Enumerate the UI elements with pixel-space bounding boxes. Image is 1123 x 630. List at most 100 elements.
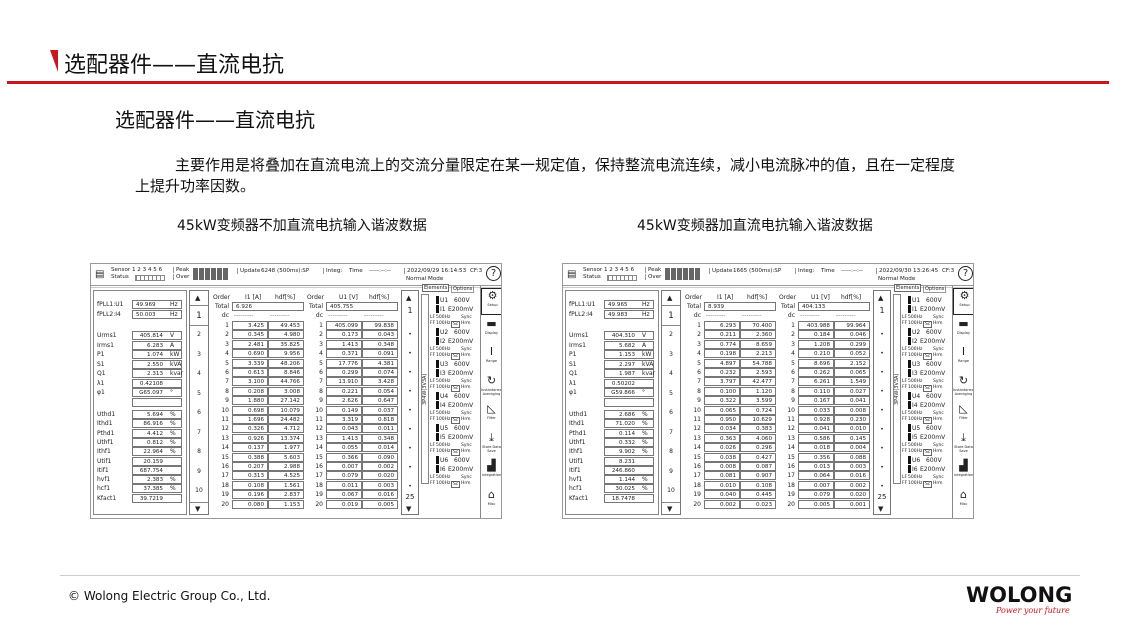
element-group-3[interactable]: U3 600V I3 E200mV LF 500Hz Sync FF 100Hz Sc Hrm <box>902 360 950 392</box>
scroll-up-icon[interactable]: ▲ <box>667 294 673 302</box>
element-page-first[interactable]: 1 <box>879 306 885 315</box>
tab-options[interactable]: Options <box>451 285 475 293</box>
page-number-6[interactable]: 6 <box>669 409 673 416</box>
scroll-down-icon[interactable]: ▼ <box>195 505 201 513</box>
page-scrollbar[interactable]: ▲ 1 2 3 4 5 6 7 8 9 10 ▼ <box>189 290 209 515</box>
element-page-last[interactable]: 25 <box>877 493 887 501</box>
element-page-first[interactable]: 1 <box>407 306 413 315</box>
page-number-8[interactable]: 8 <box>669 448 673 455</box>
harmonic-value: 6.261 <box>798 377 834 387</box>
side-menu-store[interactable]: ⤓ Store Data Save <box>481 431 501 458</box>
side-menu-display[interactable]: ▬ Display <box>953 317 973 344</box>
sensor-label: Sensor 1 2 3 4 5 6 <box>111 267 163 273</box>
page-number-1[interactable]: 1 <box>196 311 202 321</box>
page-number-5[interactable]: 5 <box>197 389 201 397</box>
side-menu-integration[interactable]: ▟ Integration <box>481 459 501 486</box>
element-u-bar <box>436 424 439 432</box>
side-menu-toolbox[interactable]: ⌂ Misc <box>481 488 501 515</box>
side-menu-toolbox[interactable]: ⌂ Misc <box>953 488 973 515</box>
page-number-2[interactable]: 2 <box>197 331 201 338</box>
reading-label: λ1 <box>569 379 577 387</box>
filter-icon: ◺ <box>487 402 496 415</box>
element-group-5[interactable]: U5 600V I5 E200mV LF 500Hz Sync FF 100Hz Sc Hrm <box>902 424 950 456</box>
element-group-6[interactable]: U6 600V I6 E200mV LF 500Hz Sync FF 100Hz Sc Hrm <box>902 456 950 488</box>
order-number: 17 <box>693 472 701 480</box>
element-group-1[interactable]: U1 600V I1 E200mV LF 500Hz Sync FF 100Hz Sc Hrm <box>430 296 478 328</box>
side-menu-store[interactable]: ⤓ Store Data Save <box>953 431 973 458</box>
page-number-3[interactable]: 3 <box>669 350 673 358</box>
hdf-value: 0.647 <box>362 396 398 406</box>
side-menu-integration[interactable]: ▟ Integration <box>953 459 973 486</box>
element-i-bar <box>908 369 911 377</box>
hdf-value: 2.360 <box>740 330 776 340</box>
page-number-4[interactable]: 4 <box>669 370 673 377</box>
scroll-down-icon[interactable]: ▼ <box>878 505 884 513</box>
page-number-4[interactable]: 4 <box>197 370 201 377</box>
element-page-last[interactable]: 25 <box>405 493 415 501</box>
side-menu-filter[interactable]: ◺ Filter <box>953 402 973 429</box>
help-button[interactable]: ? <box>486 266 501 281</box>
page-number-5[interactable]: 5 <box>669 389 673 397</box>
element-group-6[interactable]: U6 600V I6 E200mV LF 500Hz Sync FF 100Hz Sc Hrm <box>430 456 478 488</box>
page-number-9[interactable]: 9 <box>669 467 673 475</box>
element-scrollbar[interactable]: ▲ 1 • • • • • • • • • 25 ▼ <box>401 290 419 515</box>
order-number: 12 <box>787 425 795 433</box>
side-menu-gear[interactable]: ⚙ Setup <box>481 288 501 315</box>
side-menu-refresh[interactable]: ↻Instantaneous Averaging <box>953 374 973 401</box>
menu-icon[interactable]: ▤ <box>95 269 105 280</box>
scroll-up-icon[interactable]: ▲ <box>195 294 201 302</box>
element-scrollbar[interactable]: ▲ 1 • • • • • • • • • 25 ▼ <box>873 290 891 515</box>
page-number-1[interactable]: 1 <box>668 311 674 321</box>
element-u-bar <box>908 328 911 336</box>
tab-options[interactable]: Options <box>923 285 947 293</box>
order-number: 13 <box>315 434 323 442</box>
element-group-2[interactable]: U2 600V I2 E200mV LF 500Hz Sync FF 100Hz Sc Hrm <box>430 328 478 360</box>
page-number-6[interactable]: 6 <box>197 409 201 416</box>
help-button[interactable]: ? <box>958 266 973 281</box>
tab-elements[interactable]: Elements <box>894 284 922 292</box>
caption-left: 45kW变频器不加直流电抗输入谐波数据 <box>177 218 427 234</box>
scroll-down-icon[interactable]: ▼ <box>406 505 412 513</box>
tab-elements[interactable]: Elements <box>422 284 450 292</box>
element-group-4[interactable]: U4 600V I4 E200mV LF 500Hz Sync FF 100Hz Sc Hrm <box>902 392 950 424</box>
page-number-10[interactable]: 10 <box>667 487 675 494</box>
side-menu-range[interactable]: I Range <box>953 345 973 372</box>
scroll-up-icon[interactable]: ▲ <box>878 294 884 302</box>
reading-unit: % <box>642 429 648 437</box>
element-group-1[interactable]: U1 600V I1 E200mV LF 500Hz Sync FF 100Hz Sc Hrm <box>902 296 950 328</box>
reading-unit: kW <box>642 351 652 358</box>
page-number-7[interactable]: 7 <box>669 428 673 436</box>
side-menu-refresh[interactable]: ↻Instantaneous Averaging <box>481 374 501 401</box>
page-number-7[interactable]: 7 <box>197 428 201 436</box>
element-u-range: 600V <box>926 361 942 368</box>
element-i-name: I4 <box>912 402 918 409</box>
harmonic-value: 0.173 <box>326 330 362 340</box>
page-number-10[interactable]: 10 <box>195 487 203 494</box>
page-number-3[interactable]: 3 <box>197 350 201 358</box>
reading-label: φ1 <box>569 389 577 396</box>
element-group-2[interactable]: U2 600V I2 E200mV LF 500Hz Sync FF 100Hz Sc Hrm <box>902 328 950 360</box>
total-label: Total <box>214 303 229 310</box>
side-menu-range[interactable]: I Range <box>481 345 501 372</box>
element-group-5[interactable]: U5 600V I5 E200mV LF 500Hz Sync FF 100Hz Sc Hrm <box>430 424 478 456</box>
side-menu-filter[interactable]: ◺ Filter <box>481 402 501 429</box>
hdf-value: 0.003 <box>362 480 398 490</box>
scroll-down-icon[interactable]: ▼ <box>667 505 673 513</box>
scroll-up-icon[interactable]: ▲ <box>406 294 412 302</box>
reading-unit: A <box>642 341 647 349</box>
reading-value: 2.686 <box>604 410 654 419</box>
menu-icon[interactable]: ▤ <box>567 269 577 280</box>
page-scrollbar[interactable]: ▲ 1 2 3 4 5 6 7 8 9 10 ▼ <box>661 290 681 515</box>
page-dot: • <box>880 426 884 433</box>
hdf-value: 0.348 <box>362 433 398 443</box>
page-number-2[interactable]: 2 <box>669 331 673 338</box>
element-u-range: 600V <box>454 361 470 368</box>
order-number: 13 <box>787 434 795 442</box>
element-group-4[interactable]: U4 600V I4 E200mV LF 500Hz Sync FF 100Hz Sc Hrm <box>430 392 478 424</box>
side-menu-gear[interactable]: ⚙ Setup <box>953 288 973 315</box>
side-menu-display[interactable]: ▬ Display <box>481 317 501 344</box>
element-group-3[interactable]: U3 600V I3 E200mV LF 500Hz Sync FF 100Hz Sc Hrm <box>430 360 478 392</box>
page-number-9[interactable]: 9 <box>197 467 201 475</box>
page-number-8[interactable]: 8 <box>197 448 201 455</box>
datetime: 2022/09/30 13:26:45 <box>876 268 938 274</box>
